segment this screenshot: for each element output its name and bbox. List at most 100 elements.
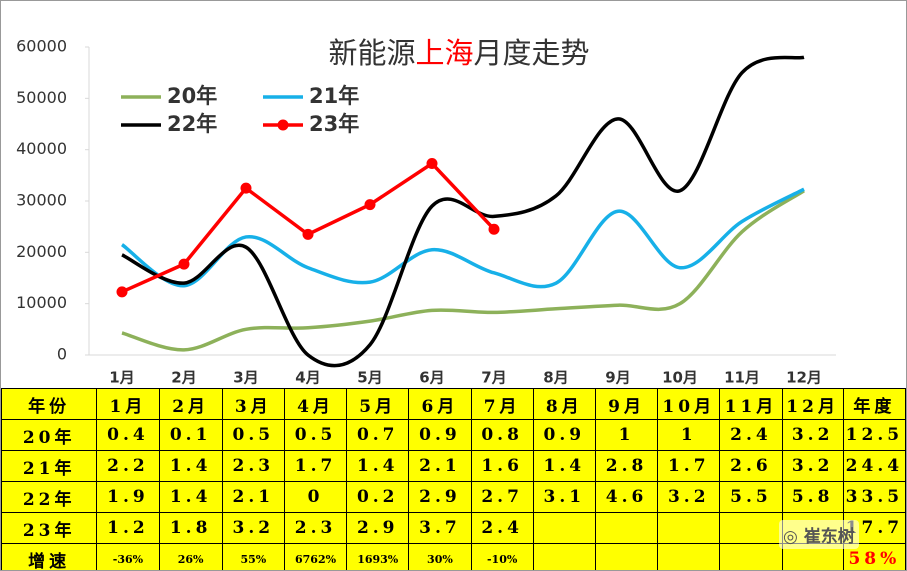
table-cell — [532, 543, 596, 570]
table-cell — [532, 512, 596, 544]
header-cell: 年度 — [842, 388, 906, 420]
title-part: 上海 — [415, 36, 473, 70]
x-tick-label: 4月 — [295, 369, 320, 387]
table-cell: 2.4 — [470, 512, 534, 544]
y-tick-label: 40000 — [16, 139, 67, 158]
title-part: 月度走势 — [474, 36, 590, 70]
table-cell: 1.7 — [657, 450, 721, 482]
legend-label: 21年 — [309, 84, 359, 108]
table-cell: 20年 — [1, 419, 98, 451]
table-cell: 3.2 — [781, 419, 844, 451]
table-row: 增速 -36% 26% 55% 6762% 1693% 30% -10% 58% — [1, 543, 906, 570]
series-line — [121, 55, 805, 368]
table-cell: 1.6 — [470, 450, 534, 482]
table-cell: 0.5 — [283, 419, 348, 451]
x-tick-label: 2月 — [171, 369, 196, 387]
chart: 新能源上海月度走势 0 10000 20000 30000 40000 50000 6000… — [16, 36, 836, 387]
table-cell: 6762% — [283, 543, 348, 570]
table-cell: 0.9 — [408, 419, 472, 451]
x-tick-label: 10月 — [662, 369, 698, 387]
data-point — [178, 258, 190, 270]
header-cell: 年份 — [1, 388, 98, 420]
table-cell: 2.1 — [408, 450, 472, 482]
header-cell: 6月 — [408, 388, 472, 420]
table-cell: 2.3 — [283, 512, 348, 544]
table-cell: 1.4 — [532, 450, 596, 482]
table-cell: 1 — [594, 419, 659, 451]
header-cell: 3月 — [221, 388, 285, 420]
x-tick-label: 1月 — [109, 369, 134, 387]
data-point — [116, 286, 128, 298]
y-tick-label: 30000 — [16, 191, 67, 210]
x-tick-label: 12月 — [786, 369, 822, 387]
table-cell: 0.2 — [346, 481, 410, 513]
header-cell: 5月 — [346, 388, 410, 420]
table-cell — [719, 543, 783, 570]
table-row: 23年 1.2 1.8 3.2 2.3 2.9 3.7 2.4 17.7 — [1, 512, 906, 544]
table-cell: 增速 — [1, 543, 98, 570]
data-point — [488, 223, 500, 235]
table-cell: 1.8 — [158, 512, 223, 544]
legend-label: 22年 — [167, 112, 217, 136]
legend-label: 23年 — [309, 112, 359, 136]
header-cell: 12月 — [781, 388, 844, 420]
wechat-icon: ◎ — [783, 527, 804, 547]
table-cell: 0.1 — [158, 419, 223, 451]
chart-title: 新能源上海月度走势 — [328, 36, 589, 70]
table-cell: 4.6 — [594, 481, 659, 513]
y-tick-label: 0 — [57, 345, 67, 364]
table-cell: 2.1 — [221, 481, 285, 513]
header-cell: 8月 — [532, 388, 596, 420]
table-cell: 23年 — [1, 512, 98, 544]
header-cell: 2月 — [158, 388, 223, 420]
table-cell: 12.5 — [842, 419, 906, 451]
table-cell: 1.2 — [96, 512, 160, 544]
table-cell: 21年 — [1, 450, 98, 482]
table-cell: 0.4 — [96, 419, 160, 451]
x-tick-label: 9月 — [605, 369, 630, 387]
table-cell: 3.2 — [781, 450, 844, 482]
data-point — [364, 199, 376, 211]
watermark: ◎ 崔东树 — [779, 520, 859, 549]
table-cell — [719, 512, 783, 544]
series-line — [120, 187, 805, 289]
table-cell: 1.4 — [346, 450, 410, 482]
x-tick-label: 11月 — [724, 369, 760, 387]
table-cell: 3.2 — [221, 512, 285, 544]
table-cell — [657, 543, 721, 570]
table-cell: 3.2 — [657, 481, 721, 513]
table-cell: 5.8 — [781, 481, 844, 513]
table-cell: 22年 — [1, 481, 98, 513]
table-cell: 2.4 — [719, 419, 783, 451]
table-cell — [594, 543, 659, 570]
data-point — [302, 228, 314, 240]
table-cell: 0.9 — [532, 419, 596, 451]
table-cell: 1.4 — [158, 481, 223, 513]
header-cell: 9月 — [594, 388, 659, 420]
table-cell: 2.7 — [470, 481, 534, 513]
table-cell — [594, 512, 659, 544]
series-line — [121, 189, 805, 352]
table-cell: 1 — [657, 419, 721, 451]
table-row: 20年 0.4 0.1 0.5 0.5 0.7 0.9 0.8 0.9 1 1 2.4 3.2 12.5 — [1, 419, 906, 451]
table-row: 22年 1.9 1.4 2.1 0 0.2 2.9 2.7 3.1 4.6 3.2 5.5 5.8 33.… — [1, 481, 906, 513]
table-cell: 3.7 — [408, 512, 472, 544]
table-cell: -10% — [470, 543, 534, 570]
table-cell: 2.9 — [408, 481, 472, 513]
table-cell: 5.5 — [719, 481, 783, 513]
header-cell: 7月 — [470, 388, 534, 420]
table-cell: -36% — [96, 543, 160, 570]
table-cell: 2.6 — [719, 450, 783, 482]
table-cell: 26% — [158, 543, 223, 570]
table-cell: 33.5 — [842, 481, 906, 513]
data-point — [426, 158, 438, 170]
header-row: 年份 1月 2月 3月 4月 5月 6月 7月 8月 9月 10月 11月 12月 年度 — [1, 388, 906, 420]
table-cell: 0.5 — [221, 419, 285, 451]
x-tick-label: 8月 — [543, 369, 568, 387]
table-cell: 1693% — [346, 543, 410, 570]
x-tick-label: 6月 — [419, 369, 444, 387]
x-tick-label: 5月 — [357, 369, 382, 387]
series-line — [121, 161, 496, 294]
x-tick-label: 7月 — [481, 369, 506, 387]
